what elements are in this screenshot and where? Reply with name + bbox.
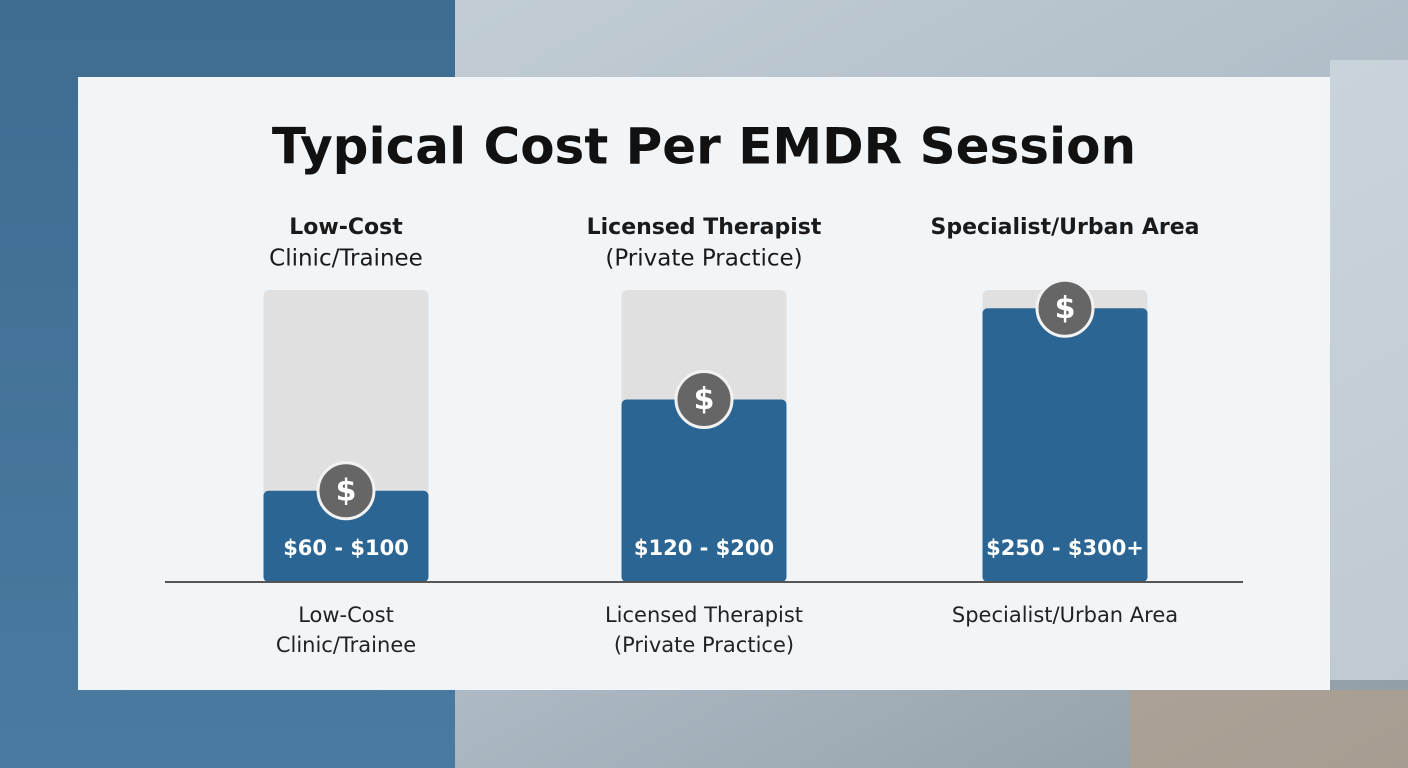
background-desk bbox=[1130, 690, 1408, 768]
x-tick-label: (Private Practice) bbox=[614, 633, 794, 657]
category-header: Low-Cost bbox=[289, 215, 403, 240]
coin-icon bbox=[1035, 278, 1095, 338]
background-shelf bbox=[1330, 60, 1408, 680]
category-subheader: Clinic/Trainee bbox=[269, 246, 423, 272]
category-subheader: (Private Practice) bbox=[605, 246, 802, 272]
bar bbox=[621, 399, 787, 582]
value-label: $250 - $300+ bbox=[986, 536, 1144, 560]
x-tick-label: Clinic/Trainee bbox=[276, 633, 416, 657]
coin-symbol: $ bbox=[336, 473, 357, 508]
coin-icon bbox=[674, 370, 734, 429]
category-header: Licensed Therapist bbox=[587, 215, 822, 240]
value-label: $120 - $200 bbox=[634, 536, 774, 560]
bar bbox=[263, 490, 429, 582]
value-label: $60 - $100 bbox=[283, 536, 409, 560]
x-tick-label: Specialist/Urban Area bbox=[952, 603, 1178, 627]
bar bbox=[982, 308, 1148, 582]
chart-title: Typical Cost Per EMDR Session bbox=[272, 118, 1136, 176]
x-tick-label: Licensed Therapist bbox=[605, 603, 803, 627]
coin-symbol: $ bbox=[1055, 291, 1076, 326]
coin-symbol: $ bbox=[694, 382, 715, 417]
coin-icon bbox=[316, 461, 376, 521]
x-tick-label: Low-Cost bbox=[298, 603, 394, 627]
category-header: Specialist/Urban Area bbox=[931, 215, 1200, 240]
plot: Low-Cost Clinic/Trainee $ $60 - $100 Low-Cos… bbox=[165, 215, 1243, 657]
